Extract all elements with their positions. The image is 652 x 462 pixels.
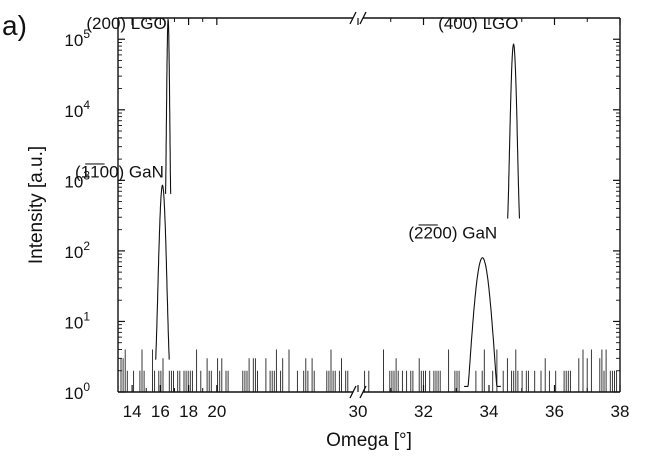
x-tick-label: 16 — [151, 402, 170, 421]
x-axis-title: Omega [°] — [326, 430, 412, 451]
x-tick-label: 36 — [545, 402, 564, 421]
x-tick-label: 38 — [611, 402, 630, 421]
peak-annotation-3: (2̅2̅00) GaN — [408, 223, 497, 242]
axis-break-mark — [349, 385, 357, 399]
axis-break-mark — [359, 385, 367, 399]
noise-layer — [120, 349, 618, 392]
y-tick-label: 104 — [64, 98, 90, 121]
peak-3 — [507, 43, 521, 219]
x-tick-label: 20 — [207, 402, 226, 421]
peak-2 — [464, 257, 501, 387]
noise-spikes — [120, 349, 618, 392]
y-tick-label: 105 — [64, 27, 90, 50]
y-axis-title: Intensity [a.u.] — [26, 146, 47, 264]
y-tick-label: 102 — [64, 239, 90, 262]
y-tick-label: 103 — [64, 168, 90, 191]
y-tick-label: 100 — [64, 380, 90, 403]
peak-1 — [165, 18, 172, 194]
axes-layer — [117, 11, 621, 399]
peak-annotation-2: (400) LGO — [438, 14, 518, 33]
peak-0 — [155, 184, 170, 360]
axis-break-mark — [359, 11, 367, 25]
x-tick-label: 18 — [179, 402, 198, 421]
panel-label: a) — [2, 10, 27, 41]
x-tick-label: 32 — [414, 402, 433, 421]
peak-annotation-0: (200) LGO — [86, 14, 166, 33]
y-tick-label: 101 — [64, 309, 90, 332]
axis-break-mark — [349, 11, 357, 25]
ticks-layer: 14 16 18 20 30 32 34 36 38 100 101 102 103 104 105 — [64, 18, 629, 421]
x-tick-label: 30 — [349, 402, 368, 421]
peak-annotation-1: (1̅1̅00) GaN — [75, 162, 164, 181]
labels-layer: Omega [°] Intensity [a.u.] (200) LGO (1̅1̅0… — [26, 14, 518, 451]
x-tick-label: 34 — [480, 402, 499, 421]
curve-layer — [155, 18, 521, 387]
x-tick-label: 14 — [123, 402, 142, 421]
